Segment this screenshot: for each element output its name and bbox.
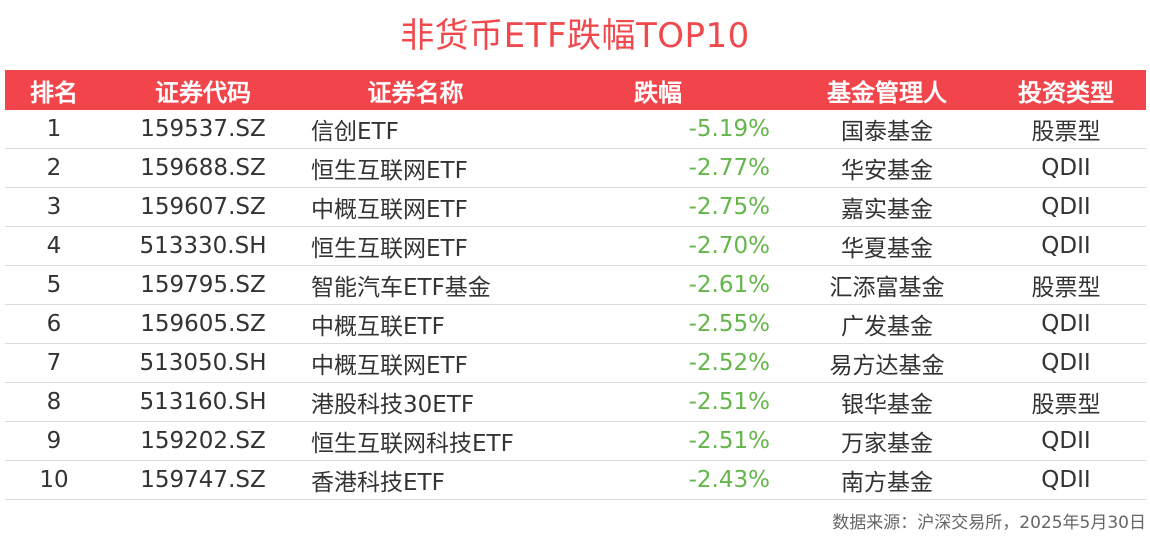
cell-name: 中概互联网ETF — [303, 187, 528, 227]
cell-rank: 4 — [5, 226, 103, 266]
cell-type: QDII — [986, 460, 1146, 500]
cell-name: 中概互联ETF — [303, 304, 528, 344]
cell-name: 港股科技30ETF — [303, 382, 528, 422]
cell-rank: 9 — [5, 421, 103, 461]
cell-type: 股票型 — [986, 382, 1146, 422]
cell-rank: 2 — [5, 148, 103, 188]
cell-name: 香港科技ETF — [303, 460, 528, 500]
table-body: 1 159537.SZ 信创ETF -5.19% 国泰基金 股票型 2 159688.SZ 恒生… — [5, 110, 1146, 500]
cell-code: 159607.SZ — [103, 187, 303, 227]
table-row: 2 159688.SZ 恒生互联网ETF -2.77% 华安基金 QDII — [5, 148, 1146, 188]
table-row: 8 513160.SH 港股科技30ETF -2.51% 银华基金 股票型 — [5, 382, 1146, 422]
table-row: 10 159747.SZ 香港科技ETF -2.43% 南方基金 QDII — [5, 460, 1146, 500]
cell-change: -2.61% — [528, 265, 788, 305]
cell-name: 恒生互联网科技ETF — [303, 421, 528, 461]
cell-type: 股票型 — [986, 110, 1146, 149]
page-title: 非货币ETF跌幅TOP10 — [400, 16, 750, 56]
cell-manager: 万家基金 — [788, 421, 986, 461]
header-type: 投资类型 — [986, 70, 1146, 110]
cell-change: -2.52% — [528, 343, 788, 383]
table-row: 9 159202.SZ 恒生互联网科技ETF -2.51% 万家基金 QDII — [5, 421, 1146, 461]
cell-change: -2.55% — [528, 304, 788, 344]
header-change: 跌幅 — [528, 70, 788, 110]
cell-rank: 3 — [5, 187, 103, 227]
table-row: 3 159607.SZ 中概互联网ETF -2.75% 嘉实基金 QDII — [5, 187, 1146, 227]
cell-change: -2.75% — [528, 187, 788, 227]
cell-code: 513160.SH — [103, 382, 303, 422]
cell-name: 信创ETF — [303, 110, 528, 149]
cell-name: 恒生互联网ETF — [303, 148, 528, 188]
header-manager: 基金管理人 — [788, 70, 986, 110]
cell-manager: 华安基金 — [788, 148, 986, 188]
cell-manager: 汇添富基金 — [788, 265, 986, 305]
table-row: 7 513050.SH 中概互联网ETF -2.52% 易方达基金 QDII — [5, 343, 1146, 383]
etf-decline-table: 排名 证券代码 证券名称 跌幅 基金管理人 投资类型 1 159537.SZ 信创E… — [5, 70, 1146, 500]
cell-name: 智能汽车ETF基金 — [303, 265, 528, 305]
cell-manager: 南方基金 — [788, 460, 986, 500]
cell-code: 159688.SZ — [103, 148, 303, 188]
cell-manager: 易方达基金 — [788, 343, 986, 383]
cell-rank: 6 — [5, 304, 103, 344]
cell-type: QDII — [986, 187, 1146, 227]
cell-type: QDII — [986, 148, 1146, 188]
cell-type: QDII — [986, 226, 1146, 266]
cell-code: 159202.SZ — [103, 421, 303, 461]
cell-change: -2.51% — [528, 382, 788, 422]
cell-code: 159747.SZ — [103, 460, 303, 500]
cell-type: QDII — [986, 421, 1146, 461]
header-code: 证券代码 — [103, 70, 303, 110]
table-row: 1 159537.SZ 信创ETF -5.19% 国泰基金 股票型 — [5, 110, 1146, 149]
table-row: 6 159605.SZ 中概互联ETF -2.55% 广发基金 QDII — [5, 304, 1146, 344]
header-rank: 排名 — [5, 70, 103, 110]
cell-code: 159537.SZ — [103, 110, 303, 149]
table-header-row: 排名 证券代码 证券名称 跌幅 基金管理人 投资类型 — [5, 70, 1146, 110]
cell-rank: 8 — [5, 382, 103, 422]
cell-manager: 华夏基金 — [788, 226, 986, 266]
cell-name: 恒生互联网ETF — [303, 226, 528, 266]
header-name: 证券名称 — [303, 70, 528, 110]
cell-change: -2.77% — [528, 148, 788, 188]
cell-code: 159605.SZ — [103, 304, 303, 344]
cell-manager: 嘉实基金 — [788, 187, 986, 227]
cell-type: QDII — [986, 304, 1146, 344]
cell-code: 159795.SZ — [103, 265, 303, 305]
cell-rank: 1 — [5, 110, 103, 149]
cell-code: 513330.SH — [103, 226, 303, 266]
table-row: 4 513330.SH 恒生互联网ETF -2.70% 华夏基金 QDII — [5, 226, 1146, 266]
cell-rank: 7 — [5, 343, 103, 383]
data-source-note: 数据来源：沪深交易所，2025年5月30日 — [832, 513, 1146, 533]
cell-change: -2.70% — [528, 226, 788, 266]
cell-type: QDII — [986, 343, 1146, 383]
cell-manager: 银华基金 — [788, 382, 986, 422]
cell-change: -5.19% — [528, 110, 788, 149]
cell-code: 513050.SH — [103, 343, 303, 383]
cell-manager: 国泰基金 — [788, 110, 986, 149]
cell-type: 股票型 — [986, 265, 1146, 305]
cell-name: 中概互联网ETF — [303, 343, 528, 383]
cell-change: -2.51% — [528, 421, 788, 461]
cell-rank: 10 — [5, 460, 103, 500]
cell-manager: 广发基金 — [788, 304, 986, 344]
cell-change: -2.43% — [528, 460, 788, 500]
cell-rank: 5 — [5, 265, 103, 305]
table-row: 5 159795.SZ 智能汽车ETF基金 -2.61% 汇添富基金 股票型 — [5, 265, 1146, 305]
